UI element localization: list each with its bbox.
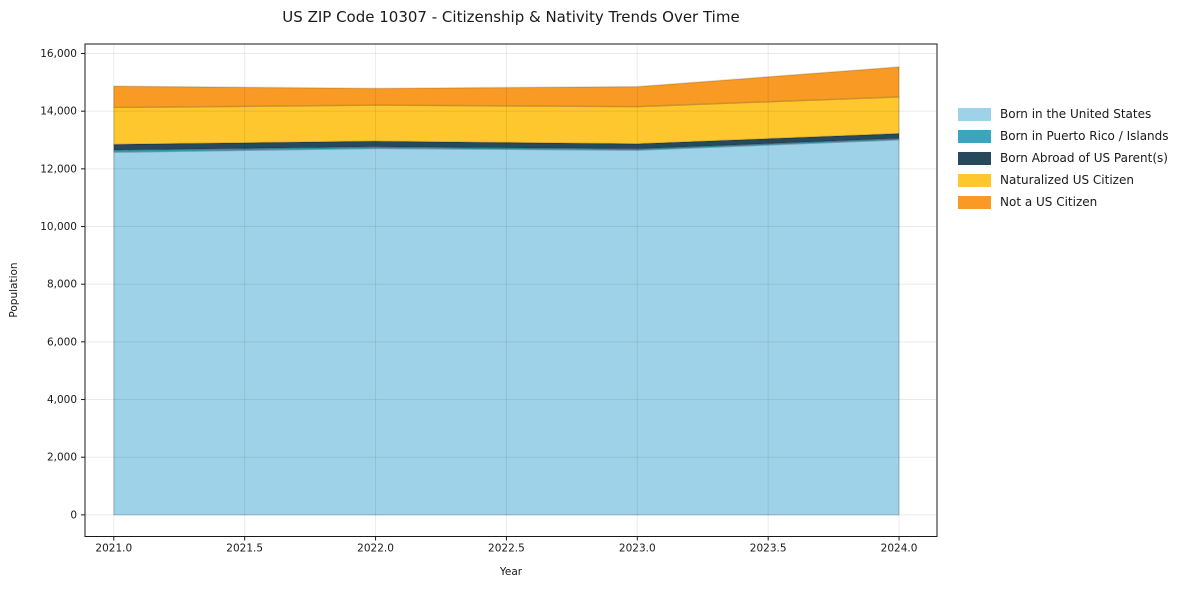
legend-swatch xyxy=(958,196,991,209)
x-axis-label: Year xyxy=(499,566,523,578)
x-tick-label: 2023.0 xyxy=(619,543,656,555)
chart-title: US ZIP Code 10307 - Citizenship & Nativi… xyxy=(282,8,740,26)
legend-label: Not a US Citizen xyxy=(1000,195,1098,209)
y-tick-label: 12,000 xyxy=(40,163,77,175)
area-series-2 xyxy=(113,132,900,151)
x-tick-label: 2024.0 xyxy=(881,543,918,555)
legend-label: Born in Puerto Rico / Islands xyxy=(1000,129,1169,143)
legend-swatch xyxy=(958,130,991,143)
y-tick-label: 16,000 xyxy=(40,48,77,60)
y-tick-label: 10,000 xyxy=(40,221,77,233)
y-tick-label: 6,000 xyxy=(47,336,77,348)
legend-item: Born in Puerto Rico / Islands xyxy=(958,130,1169,143)
legend-swatch xyxy=(958,108,991,121)
legend-item: Naturalized US Citizen xyxy=(958,174,1169,187)
x-tick-label: 2022.5 xyxy=(488,543,525,555)
legend-item: Born in the United States xyxy=(958,108,1169,121)
y-axis-label: Population xyxy=(8,262,20,318)
legend-swatch xyxy=(958,152,991,165)
area-series-3 xyxy=(113,96,900,146)
y-tick-label: 8,000 xyxy=(47,279,77,291)
x-tick-label: 2021.0 xyxy=(95,543,132,555)
x-tick-label: 2023.5 xyxy=(750,543,787,555)
legend-label: Naturalized US Citizen xyxy=(1000,173,1134,187)
y-tick-label: 0 xyxy=(70,509,77,521)
legend-item: Not a US Citizen xyxy=(958,196,1169,209)
legend: Born in the United States Born in Puerto … xyxy=(958,108,1169,218)
legend-label: Born Abroad of US Parent(s) xyxy=(1000,151,1168,165)
plot-border xyxy=(84,43,938,537)
y-tick-label: 14,000 xyxy=(40,106,77,118)
y-tick-label: 2,000 xyxy=(47,452,77,464)
legend-swatch xyxy=(958,174,991,187)
legend-label: Born in the United States xyxy=(1000,107,1152,121)
y-tick-label: 4,000 xyxy=(47,394,77,406)
x-tick-label: 2021.5 xyxy=(226,543,263,555)
x-tick-label: 2022.0 xyxy=(357,543,394,555)
area-series-4 xyxy=(113,66,900,109)
legend-item: Born Abroad of US Parent(s) xyxy=(958,152,1169,165)
